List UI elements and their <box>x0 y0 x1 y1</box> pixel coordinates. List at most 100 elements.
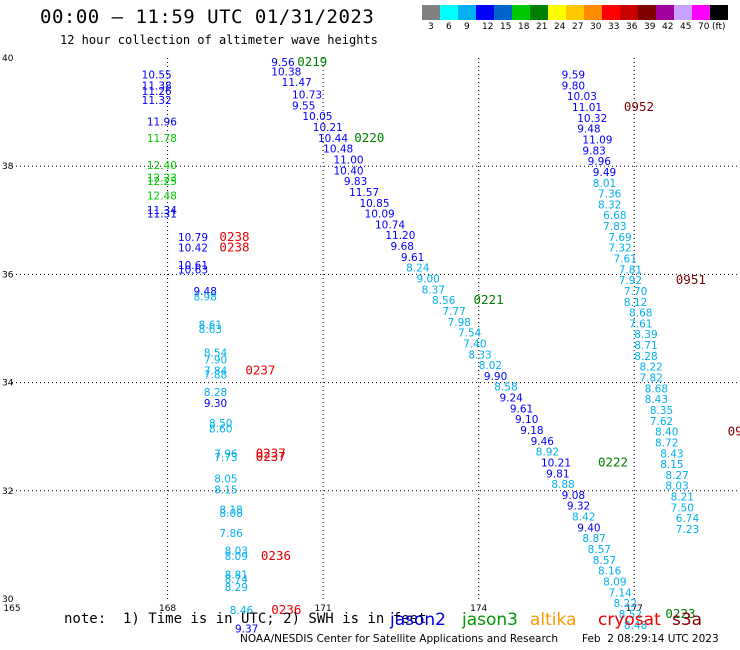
wave-height-point: 7.88 <box>204 369 227 381</box>
wave-height-point: 7.92 <box>619 275 642 287</box>
colorbar-tick: 15 <box>500 22 512 32</box>
wave-height-point: 10.09 <box>365 209 395 221</box>
wave-height-point: 11.78 <box>147 133 177 145</box>
legend-jason2: jason2 <box>390 610 446 630</box>
wave-height-point: 11.32 <box>142 95 172 107</box>
time-labels: 0219022002210222022302380238023702370237… <box>219 54 740 621</box>
colorbar-tick: 21 <box>536 22 548 32</box>
wave-height-point: 8.05 <box>214 474 237 486</box>
wave-height-point: 8.57 <box>593 555 616 567</box>
wave-height-point: 8.22 <box>614 598 637 610</box>
wave-height-point: 8.42 <box>572 512 595 524</box>
wave-height-point: 8.98 <box>194 291 217 303</box>
wave-height-point: 9.90 <box>484 371 507 383</box>
wave-height-point: 8.92 <box>536 447 559 459</box>
wave-height-point: 10.73 <box>292 90 322 102</box>
wave-height-point: 8.22 <box>639 362 662 374</box>
pass-time-label: 0950 <box>728 424 740 439</box>
wave-height-point: 10.48 <box>323 144 353 156</box>
wave-height-point: 9.83 <box>582 145 605 157</box>
x-tick-label: 165 <box>3 604 20 614</box>
wave-height-point: 8.88 <box>551 479 574 491</box>
colorbar-swatch <box>620 5 638 20</box>
wave-height-point: 7.86 <box>219 528 243 540</box>
pass-time-label: 0236 <box>261 548 291 563</box>
pass-time-label: 0237 <box>245 362 275 377</box>
wave-height-point: 9.10 <box>515 414 538 426</box>
wave-height-point: 8.16 <box>598 566 622 578</box>
wave-height-point: 8.28 <box>634 351 657 363</box>
wave-height-point: 8.08 <box>219 508 242 520</box>
colorbar-tick: 18 <box>518 22 530 32</box>
wave-height-point: 9.68 <box>391 241 414 253</box>
wave-height-point: 10.05 <box>302 111 332 123</box>
wave-height-point: 11.38 <box>142 80 172 92</box>
wave-height-point: 7.40 <box>463 338 486 350</box>
wave-height-point: 8.09 <box>603 576 626 588</box>
colorbar-swatch <box>656 5 674 20</box>
wave-height-point: 7.32 <box>608 243 631 255</box>
colorbar-swatch <box>476 5 494 20</box>
pass-time-label: 0951 <box>676 272 706 287</box>
wave-height-point: 9.81 <box>546 468 569 480</box>
wave-height-point: 10.03 <box>567 91 597 103</box>
wave-height-point: 10.61 <box>178 260 208 272</box>
wave-height-point: 8.46 <box>230 605 254 617</box>
wave-height-point: 11.09 <box>582 134 612 146</box>
wave-height-point: 8.02 <box>479 360 502 372</box>
colorbar-tick: 3 <box>428 22 434 32</box>
wave-height-point: 8.27 <box>665 470 688 482</box>
pass-time-label: 0237 <box>256 449 286 464</box>
pass-time-label: 0238 <box>219 240 249 255</box>
generated-timestamp: Feb 2 08:29:14 UTC 2023 <box>582 633 719 645</box>
wave-height-point: 10.55 <box>142 70 172 82</box>
y-tick-label: 40 <box>2 54 14 64</box>
chart-title: 00:00 – 11:59 UTC 01/31/2023 <box>40 6 375 28</box>
wave-height-point: 9.48 <box>577 124 600 136</box>
wave-height-point: 9.80 <box>562 80 585 92</box>
wave-height-point: 10.42 <box>178 243 208 255</box>
colorbar-tick: 42 <box>662 22 674 32</box>
colorbar-tick: 45 <box>680 22 692 32</box>
wave-height-point: 8.72 <box>655 437 678 449</box>
wave-height-point: 8.32 <box>598 199 621 211</box>
pass-time-label: 0221 <box>474 292 504 307</box>
wave-height-point: 12.23 <box>147 172 177 184</box>
wave-height-point: 8.39 <box>634 329 657 341</box>
wave-height-point: 9.61 <box>510 403 533 415</box>
wave-height-point: 7.81 <box>619 264 642 276</box>
legend-s3a: s3a <box>672 610 703 630</box>
legend-cryosat: cryosat <box>598 610 661 630</box>
wave-height-point: 7.98 <box>448 317 471 329</box>
wave-height-point: 8.63 <box>199 324 222 336</box>
wave-height-point: 11.00 <box>334 154 364 166</box>
wave-height-point: 8.56 <box>432 295 456 307</box>
wave-height-point: 8.40 <box>655 427 678 439</box>
wave-height-point: 7.96 <box>214 448 238 460</box>
wave-height-point: 10.40 <box>334 165 364 177</box>
wave-height-point: 8.74 <box>225 574 249 586</box>
wave-height-point: 12.48 <box>147 191 177 203</box>
wave-height-point: 7.69 <box>608 232 631 244</box>
wave-height-point: 9.18 <box>520 425 543 437</box>
wave-height-point: 7.54 <box>458 328 482 340</box>
wave-height-point: 7.77 <box>442 306 465 318</box>
pass-time-label: 0238 <box>219 229 249 244</box>
colorbar-swatch <box>458 5 476 20</box>
x-tick-label: 171 <box>315 604 332 614</box>
wave-height-point: 7.50 <box>671 502 694 514</box>
wave-height-point: 7.36 <box>598 189 622 201</box>
wave-height-point: 11.47 <box>282 77 312 89</box>
wave-height-point: 10.85 <box>359 198 389 210</box>
wave-height-point: 8.68 <box>629 308 652 320</box>
x-tick-label: 168 <box>159 604 176 614</box>
wave-height-point: 9.61 <box>401 252 424 264</box>
colorbar-tick: 30 <box>590 22 602 32</box>
wave-height-point: 8.15 <box>660 459 683 471</box>
wave-height-point: 9.24 <box>499 393 523 405</box>
wave-height-point: 7.90 <box>204 355 227 367</box>
wave-height-point: 8.57 <box>588 544 611 556</box>
wave-height-point: 8.28 <box>204 387 227 399</box>
wave-height-point: 8.54 <box>204 348 228 360</box>
